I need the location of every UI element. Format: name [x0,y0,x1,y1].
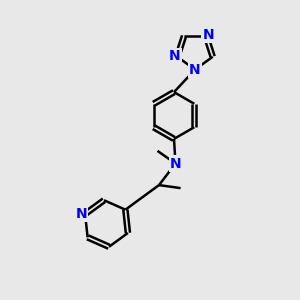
Text: N: N [189,63,201,77]
Text: N: N [202,28,214,42]
Text: N: N [169,49,181,63]
Text: N: N [170,157,181,170]
Text: N: N [76,207,87,221]
